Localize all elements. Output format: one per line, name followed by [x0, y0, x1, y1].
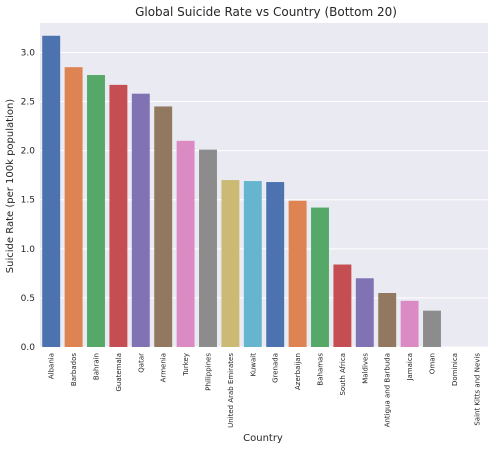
y-tick-label: 0.5 [21, 294, 35, 304]
x-tick-label: Saint Kitts and Nevis [473, 353, 481, 426]
bar-guatemala [109, 84, 128, 347]
bar-albania [42, 35, 61, 347]
y-tick-label: 3.0 [21, 48, 36, 58]
x-tick-label: Kuwait [249, 353, 257, 377]
x-tick-label: South Africa [339, 353, 347, 396]
y-tick-label: 2.5 [21, 98, 35, 108]
x-tick-label: Qatar [137, 353, 145, 373]
x-tick-label: Armenia [160, 353, 168, 382]
bar-jamaica [400, 300, 419, 347]
y-tick-label: 1.0 [21, 245, 36, 255]
chart-title: Global Suicide Rate vs Country (Bottom 2… [135, 5, 397, 19]
bar-armenia [154, 106, 173, 347]
bar-qatar [131, 93, 150, 347]
bar-antigua-and-barbuda [378, 293, 397, 347]
bar-south-africa [333, 264, 352, 347]
x-tick-label: Philippines [205, 353, 213, 391]
x-tick-label: Antigua and Barbuda [384, 353, 392, 427]
bar-maldives [355, 278, 374, 347]
x-tick-label: Grenada [272, 353, 280, 383]
bar-turkey [176, 140, 195, 347]
x-tick-label: Barbados [70, 353, 78, 386]
x-axis-label: Country [243, 433, 283, 444]
x-tick-label: Bahrain [93, 353, 101, 380]
x-tick-label: Bahamas [317, 353, 325, 386]
x-tick-label: Dominica [451, 353, 459, 386]
x-tick-labels: Albania Barbados Bahrain Guatemala Qatar Arme… [48, 353, 482, 428]
bar-azerbaijan [288, 200, 307, 347]
bar-united-arab-emirates [221, 180, 240, 347]
bar-oman [423, 310, 441, 347]
y-tick-label: 1.5 [21, 196, 35, 206]
x-tick-label: Guatemala [115, 353, 123, 392]
y-tick-labels: 0.0 0.5 1.0 1.5 2.0 2.5 3.0 [21, 48, 36, 353]
x-tick-label: Turkey [182, 353, 190, 377]
bars [42, 35, 441, 347]
bar-philippines [199, 149, 217, 347]
bar-kuwait [243, 181, 262, 347]
x-tick-label: Albania [48, 353, 56, 379]
bar-bahrain [87, 75, 105, 347]
x-tick-label: Azerbaijan [294, 353, 302, 390]
bar-barbados [64, 67, 83, 347]
x-tick-label: United Arab Emirates [227, 353, 235, 428]
y-tick-label: 0.0 [21, 343, 36, 353]
y-tick-label: 2.0 [21, 147, 36, 157]
y-axis-label: Suicide Rate (per 100k population) [5, 99, 16, 273]
x-tick-label: Jamaica [406, 353, 414, 382]
bar-grenada [266, 182, 285, 347]
x-tick-label: Maldives [361, 353, 369, 384]
bar-bahamas [311, 207, 329, 347]
x-tick-label: Oman [429, 353, 437, 374]
